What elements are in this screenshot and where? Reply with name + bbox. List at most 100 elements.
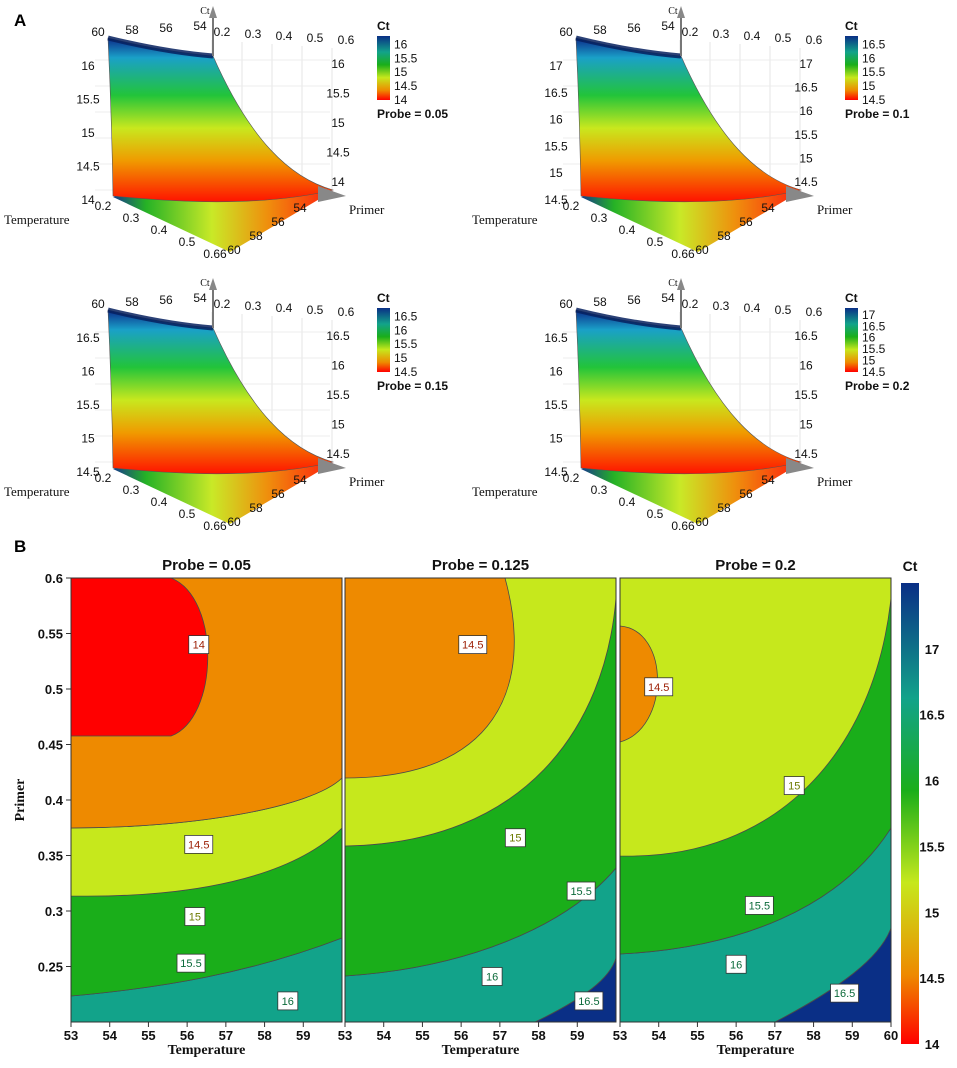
probe-label: Probe = 0.05 [377,107,448,121]
contour-fill-group [620,578,891,1022]
contour-title: Probe = 0.125 [432,557,529,574]
right-z-tick-15.5: 15.5 [326,87,350,101]
contour-label-box [184,907,206,926]
left-z-tick-15.5: 15.5 [76,398,100,412]
top-primer-tick-0.6: 0.6 [806,305,823,319]
floor-primer-tick-0.5: 0.5 [179,507,196,521]
x-axis-label: Temperature [442,1043,520,1058]
contour-label-box [504,828,526,848]
floor-primer-tick-0.66: 0.66 [203,519,227,533]
contour-label-16.5: 16.5 [574,991,604,1011]
x-tick-53: 53 [613,1028,627,1043]
plot-frame [619,577,892,1023]
left-z-tick-16: 16 [549,365,563,379]
contour-plot-probe-0.125: Probe = 0.125 14.5 15 15.5 16 16.5 53 54 55 56 57 5… [338,557,617,1058]
contour-label-box [830,983,859,1003]
floor-temperature-tick-54: 54 [293,473,307,487]
y-tick-0.4: 0.4 [45,793,64,808]
response-surface [575,37,803,203]
top-primer-tick-0.4: 0.4 [276,301,293,315]
primer-axis-arrow [786,186,814,202]
ct-axis-label: Ct [200,6,210,17]
top-primer-tick-0.4: 0.4 [276,29,293,43]
left-z-tick-14.5: 14.5 [76,465,100,479]
primer-axis-label: Primer [817,474,853,489]
contour-label-box [725,954,747,974]
plot-frame [344,577,617,1023]
x-tick-58: 58 [531,1028,545,1043]
left-z-tick-14.5: 14.5 [544,193,568,207]
colorbar-title: Ct [845,19,858,33]
y-tick-0.35: 0.35 [38,849,63,864]
x-tick-55: 55 [690,1028,704,1043]
colorbar-tick-15.5: 15.5 [919,839,944,854]
contour-label-14.5: 14.5 [644,677,674,697]
contour-label-box [744,896,774,915]
x-tick-57: 57 [493,1028,507,1043]
contour-label-15.5: 15.5 [176,953,206,973]
colorbar-tick-14: 14 [394,93,408,107]
colorbar-tick-17: 17 [862,308,876,322]
contour-label-box [481,967,503,986]
floor-primer-tick-0.5: 0.5 [647,235,664,249]
floor-primer-tick-0.2: 0.2 [563,199,580,213]
colorbar-gradient [845,308,858,372]
contour-label-15: 15 [184,907,206,926]
contour-label-text: 14.5 [188,839,209,851]
top-temperature-tick-58: 58 [125,295,139,309]
left-z-tick-15: 15 [549,166,563,180]
right-z-tick-16: 16 [331,359,345,373]
top-primer-tick-0.5: 0.5 [775,303,792,317]
colorbar-tick-16: 16 [394,37,408,51]
y-tick-0.5: 0.5 [45,682,63,697]
primer-axis-arrow [318,186,346,202]
x-axis-label: Temperature [168,1043,246,1058]
left-z-tick-16.5: 16.5 [544,331,568,345]
colorbar-title: Ct [845,291,858,305]
contour-label-15.5: 15.5 [744,896,774,915]
contour-label-text: 15.5 [749,900,770,912]
left-z-tick-14.5: 14.5 [544,465,568,479]
contour-label-16: 16 [481,967,503,986]
contour-label-16.5: 16.5 [830,983,859,1003]
surface-plot-probe-0.05: Ct Primer Temperature 0.2 0.3 0.4 0.5 0.6 60 58 56… [4,6,448,261]
floor-primer-tick-0.2: 0.2 [95,199,112,213]
x-tick-55: 55 [141,1028,155,1043]
top-primer-tick-0.4: 0.4 [744,301,761,315]
left-z-tick-15.5: 15.5 [544,139,568,153]
colorbar-tick-16.5: 16.5 [919,708,944,723]
colorbar-tick-16.5: 16.5 [394,309,418,323]
top-primer-tick-0.5: 0.5 [775,31,792,45]
top-temperature-tick-54: 54 [661,19,675,33]
top-temperature-tick-56: 56 [159,21,173,35]
contour-label-text: 16 [486,971,498,983]
floor-temperature-tick-60: 60 [695,515,709,529]
top-temperature-tick-54: 54 [193,19,207,33]
colorbar-tick-16: 16 [394,323,408,337]
x-tick-58: 58 [806,1028,820,1043]
right-z-tick-15.5: 15.5 [794,388,818,402]
primer-axis-label: Primer [349,202,385,217]
x-tick-55: 55 [415,1028,429,1043]
top-temperature-tick-58: 58 [593,295,607,309]
contour-label-15.5: 15.5 [566,881,596,901]
temperature-axis-label: Temperature [4,212,70,227]
contour-band-4 [345,578,515,779]
left-z-tick-15: 15 [81,432,95,446]
contour-label-text: 15.5 [180,958,201,970]
y-tick-0.25: 0.25 [38,960,63,975]
colorbar-tick-14: 14 [925,1037,940,1052]
right-z-tick-15: 15 [799,418,813,432]
top-primer-tick-0.3: 0.3 [245,27,262,41]
primer-axis-label: Primer [349,474,385,489]
floor-temperature-tick-58: 58 [717,501,731,515]
right-z-tick-14.5: 14.5 [794,175,818,189]
left-z-tick-15.5: 15.5 [76,93,100,107]
contour-title: Probe = 0.2 [715,557,795,574]
colorbar-tick-15: 15 [862,354,876,368]
colorbar-gradient [901,583,919,1044]
contour-label-box [783,776,805,795]
contour-label-box [458,635,488,654]
top-primer-tick-0.3: 0.3 [713,299,730,313]
contour-fill-group [345,578,616,1022]
